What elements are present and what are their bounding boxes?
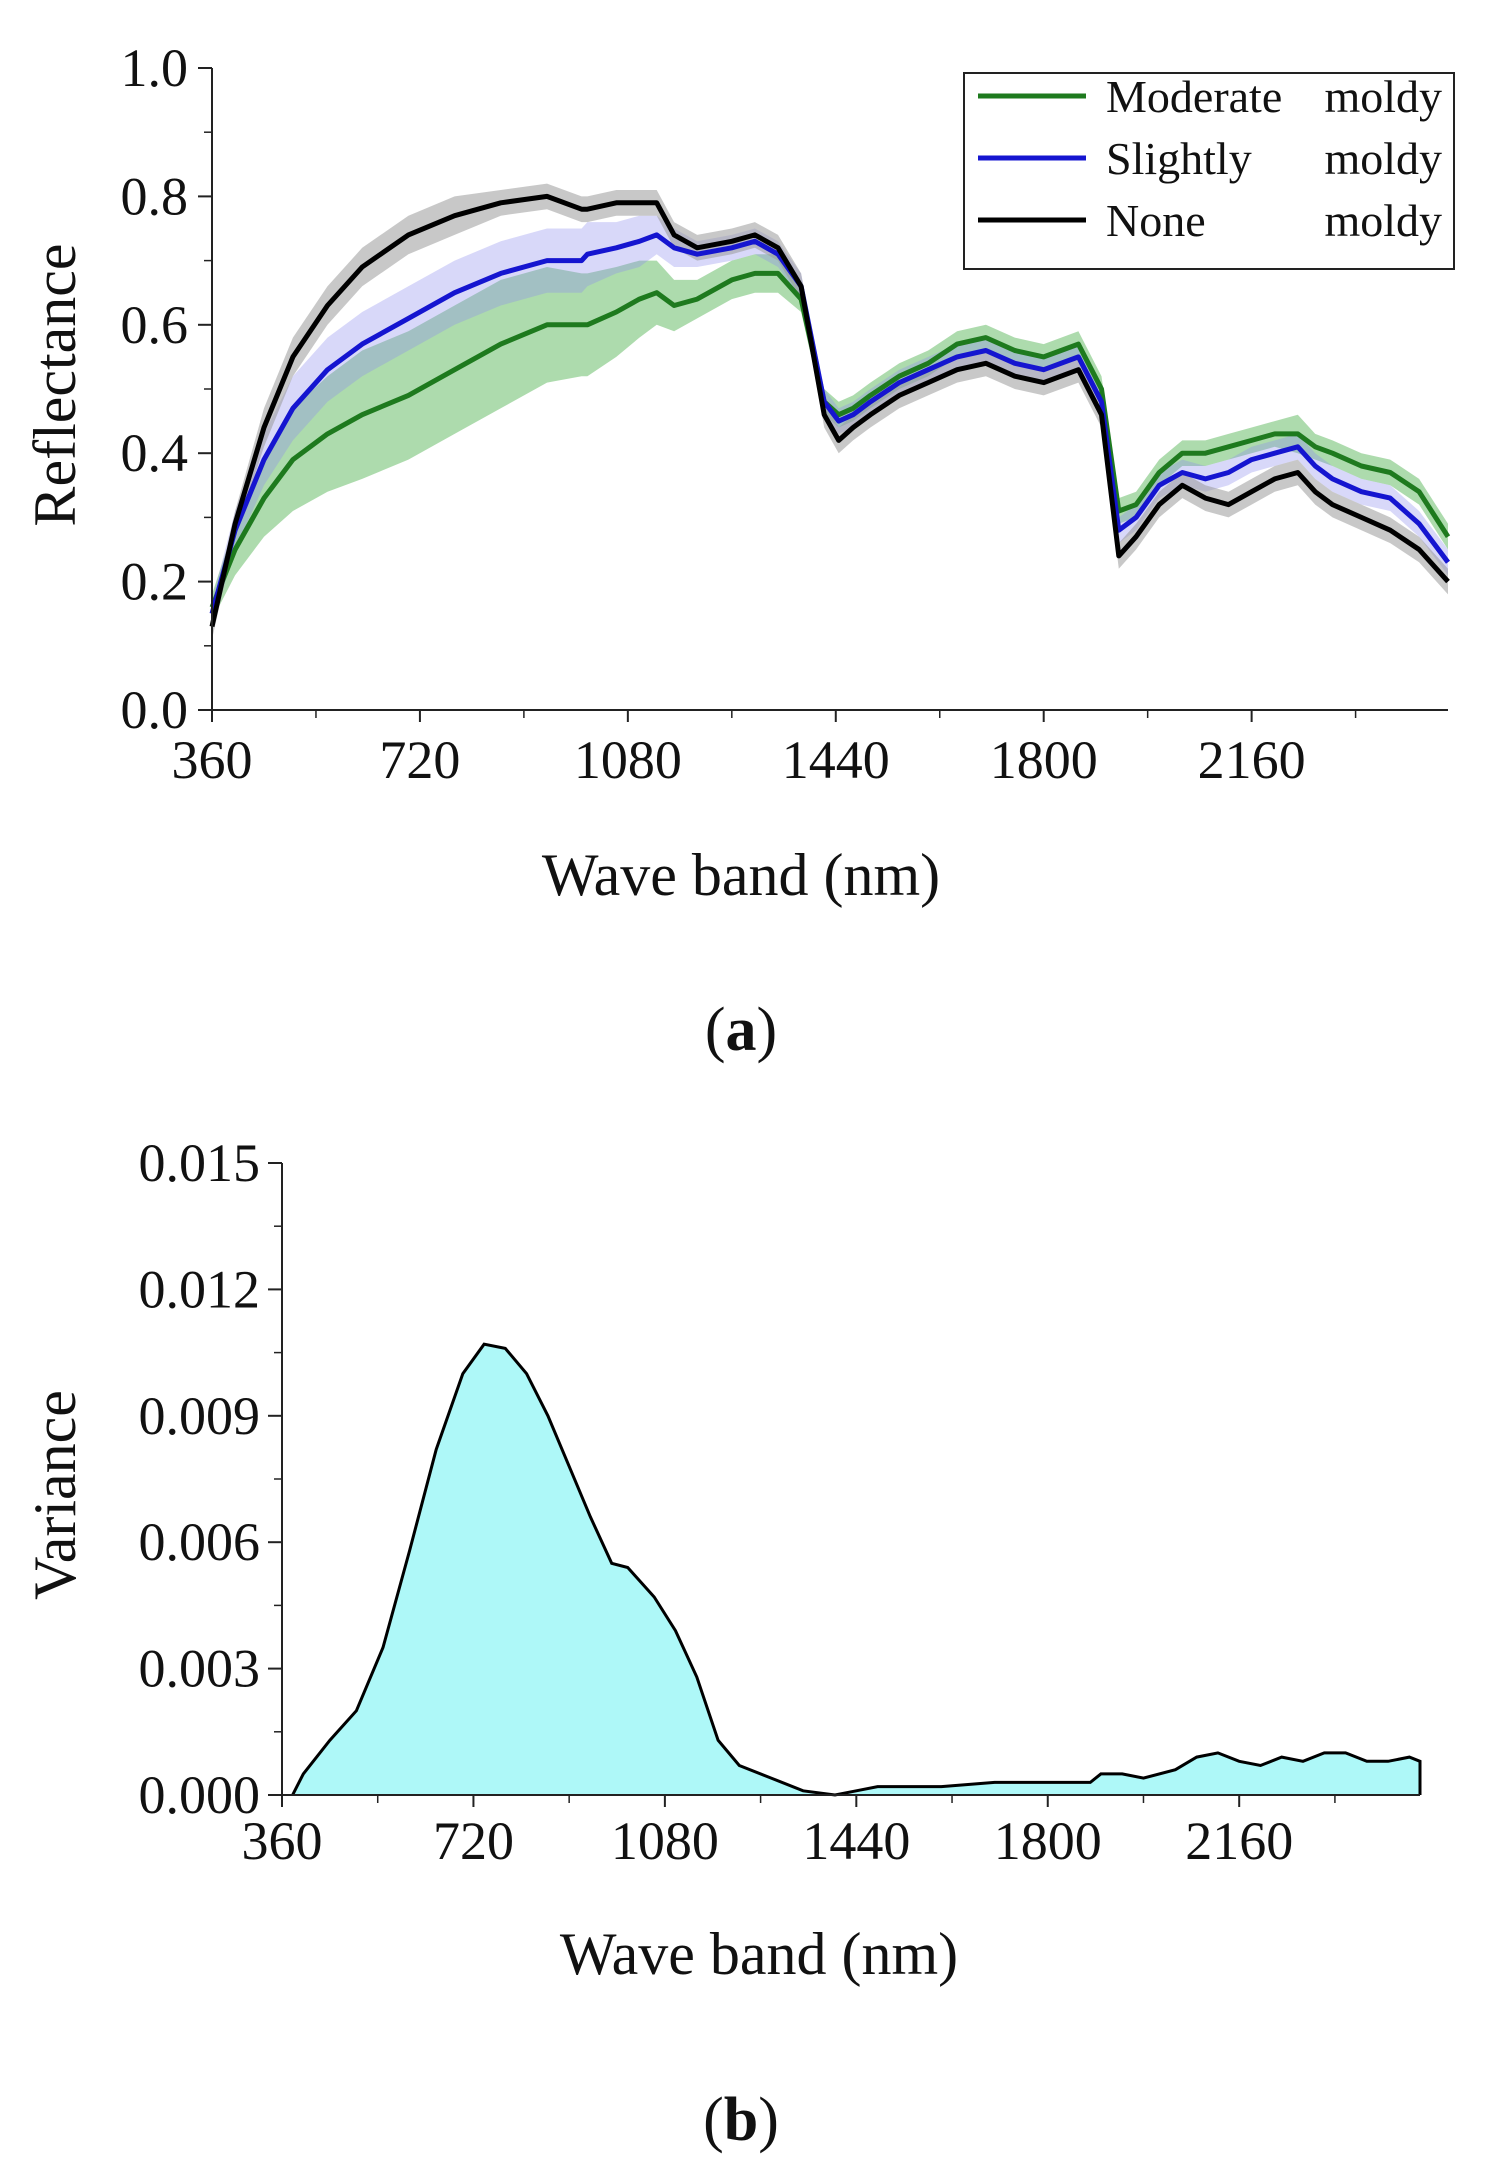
reflectance-y-axis-title: Reflectance [22, 243, 88, 526]
y-tick-label: 0.2 [121, 552, 189, 612]
y-tick-label: 0.003 [139, 1639, 261, 1699]
x-tick-label: 1800 [990, 730, 1098, 790]
x-tick-label: 1440 [802, 1811, 910, 1871]
y-tick-label: 0.000 [139, 1765, 261, 1825]
legend-label-suffix: moldy [1324, 71, 1442, 122]
variance-area [292, 1344, 1421, 1795]
legend-label-suffix: moldy [1324, 195, 1442, 246]
x-tick-label: 720 [379, 730, 460, 790]
y-tick-label: 0.006 [139, 1512, 261, 1572]
legend: Moderate moldy Slightly moldy None moldy [963, 71, 1455, 270]
y-tick-label: 0.4 [121, 423, 189, 483]
y-tick-label: 0.6 [121, 295, 189, 355]
variance-ticks: 0.000 0.003 0.006 0.009 0.012 0.015 360 720 1080… [139, 1133, 1336, 1871]
x-tick-label: 1440 [782, 730, 890, 790]
band-moderate [212, 254, 1448, 621]
variance-chart: 0.000 0.003 0.006 0.009 0.012 0.015 360 720 1080… [22, 1133, 1422, 2154]
x-tick-label: 1080 [611, 1811, 719, 1871]
series-slightly-line [209, 232, 1450, 615]
reflectance-series-lines [209, 193, 1451, 628]
band-none [212, 183, 1448, 640]
legend-label: None [1106, 195, 1206, 246]
legend-box [963, 72, 1455, 270]
variance-x-axis-title: Wave band (nm) [560, 1921, 958, 1987]
panel-label-a: (a) [705, 996, 777, 1064]
reflectance-x-axis-title: Wave band (nm) [542, 842, 940, 908]
y-tick-label: 0.015 [139, 1133, 261, 1193]
reflectance-ticks: 0.0 0.2 0.4 0.6 0.8 1.0 360 720 1080 1440 1800 2160 [121, 38, 1357, 790]
y-tick-label: 0.012 [139, 1259, 261, 1319]
x-tick-label: 720 [433, 1811, 514, 1871]
legend-label: Slightly [1106, 133, 1252, 184]
variance-line [291, 1342, 1422, 1797]
x-tick-label: 2160 [1198, 730, 1306, 790]
reflectance-chart: 0.0 0.2 0.4 0.6 0.8 1.0 360 720 1080 1440 1800 2160… [22, 38, 1455, 1064]
y-tick-label: 1.0 [121, 38, 189, 98]
x-tick-label: 2160 [1185, 1811, 1293, 1871]
x-tick-label: 360 [172, 730, 253, 790]
legend-label: Moderate [1106, 71, 1282, 122]
y-tick-label: 0.0 [121, 680, 189, 740]
legend-label-suffix: moldy [1324, 133, 1442, 184]
series-none-line [209, 193, 1450, 628]
variance-y-axis-title: Variance [22, 1390, 88, 1600]
panel-label-b: (b) [703, 2086, 779, 2154]
x-tick-label: 360 [242, 1811, 323, 1871]
x-tick-label: 1080 [574, 730, 682, 790]
y-tick-label: 0.009 [139, 1386, 261, 1446]
x-tick-label: 1800 [994, 1811, 1102, 1871]
y-tick-label: 0.8 [121, 166, 189, 226]
series-moderate-line [209, 270, 1451, 609]
